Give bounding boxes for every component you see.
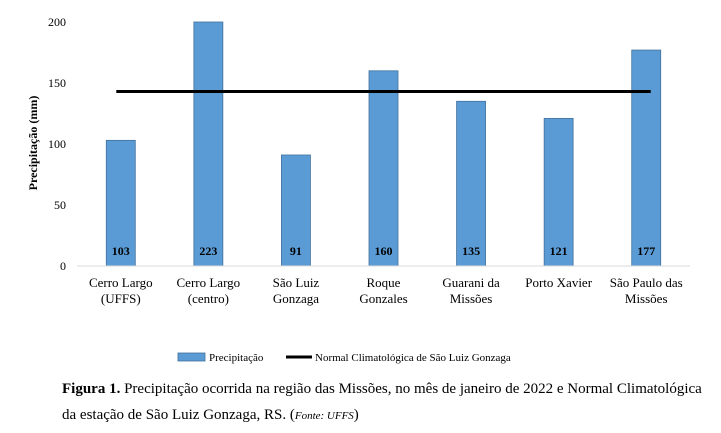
bar xyxy=(368,70,399,267)
x-axis-labels: Cerro Largo (UFFS) Cerro Largo (centro) São … xyxy=(89,275,683,306)
bar xyxy=(456,100,486,267)
y-tick-label: 100 xyxy=(48,137,66,151)
bar-value-label: 160 xyxy=(375,244,393,258)
caption-close: ) xyxy=(353,407,359,423)
bar-value-label: 135 xyxy=(462,244,480,258)
bar xyxy=(543,117,574,267)
legend: Precipitação Normal Climatológica de São… xyxy=(177,352,511,364)
y-axis-title: Precipitação (mm) xyxy=(26,96,40,191)
legend-label-precipitation: Precipitação xyxy=(209,352,264,364)
y-tick-label: 0 xyxy=(60,259,66,273)
x-tick-label: Roque Gonzales xyxy=(359,275,407,306)
legend-label-normal: Normal Climatológica de São Luiz Gonzaga xyxy=(315,352,511,364)
y-tick-label: 150 xyxy=(48,76,66,90)
x-tick-label: Cerro Largo (centro) xyxy=(177,275,241,306)
x-tick-label: Porto Xavier xyxy=(525,275,592,290)
x-tick-label: Guarani da Missões xyxy=(442,275,500,306)
caption-label: Figura 1. xyxy=(62,381,121,397)
bar-value-label: 223 xyxy=(199,244,217,258)
bar xyxy=(105,139,136,267)
legend-swatch-precipitation xyxy=(177,352,206,362)
bar-value-label: 177 xyxy=(637,244,655,258)
bar-value-label: 103 xyxy=(112,244,130,258)
x-tick-label: São Paulo das Missões xyxy=(610,275,683,306)
y-axis-ticks: 0 50 100 150 200 xyxy=(48,15,66,273)
figure-caption: Figura 1. Precipitação ocorrida na regiã… xyxy=(62,376,712,429)
bar xyxy=(281,154,311,267)
bar-value-label: 91 xyxy=(290,244,302,258)
x-tick-label: São Luiz Gonzaga xyxy=(273,275,320,306)
bar-value-label: 121 xyxy=(550,244,568,258)
caption-text: Precipitação ocorrida na região das Miss… xyxy=(62,381,702,423)
y-tick-label: 200 xyxy=(48,15,66,29)
bars-group: 103 223 91 160 135 121 177 xyxy=(105,21,662,267)
bar xyxy=(193,21,224,267)
caption-source: Fonte: UFFS xyxy=(294,410,354,422)
x-tick-label: Cerro Largo (UFFS) xyxy=(89,275,153,306)
y-tick-label: 50 xyxy=(54,198,66,212)
bar xyxy=(631,49,662,267)
